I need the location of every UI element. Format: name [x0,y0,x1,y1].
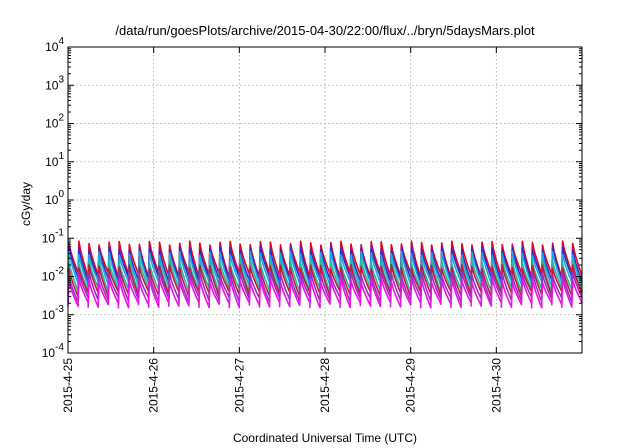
y-tick-label: 10-2 [42,266,65,284]
series-line [67,240,583,279]
y-tick-label: 10-1 [42,227,65,245]
y-tick-label: 100 [45,189,64,207]
y-tick-label: 10-4 [42,342,65,360]
y-axis-label: cGy/day [19,182,33,226]
y-tick-label: 101 [45,151,64,169]
x-tick-label: 2015-4-29 [404,358,418,413]
x-tick-label: 2015-4-30 [489,358,503,413]
series-line [67,258,583,294]
series-line [67,270,583,303]
y-tick-label: 104 [45,36,64,54]
y-axis-ticks: 10-4 10-3 10-2 10-1 100 101 102 103 104 [42,36,582,360]
plot-series [67,240,583,309]
x-axis-label: Coordinated Universal Time (UTC) [233,431,417,445]
y-tick-label: 10-3 [42,304,65,322]
series-line [67,245,583,283]
chart-title: /data/run/goesPlots/archive/2015-04-30/2… [115,23,535,38]
y-tick-label: 103 [45,74,64,92]
grid [68,47,582,353]
x-tick-label: 2015-4-25 [61,358,75,413]
x-tick-label: 2015-4-26 [147,358,161,413]
series-line [67,277,583,309]
series-line [67,264,583,298]
y-tick-label: 102 [45,113,64,131]
x-tick-label: 2015-4-27 [232,358,246,413]
series-line [67,250,583,288]
x-axis-ticks: 2015-4-25 2015-4-26 2015-4-27 2015-4-28 2015… [61,47,503,413]
x-tick-label: 2015-4-28 [318,358,332,413]
